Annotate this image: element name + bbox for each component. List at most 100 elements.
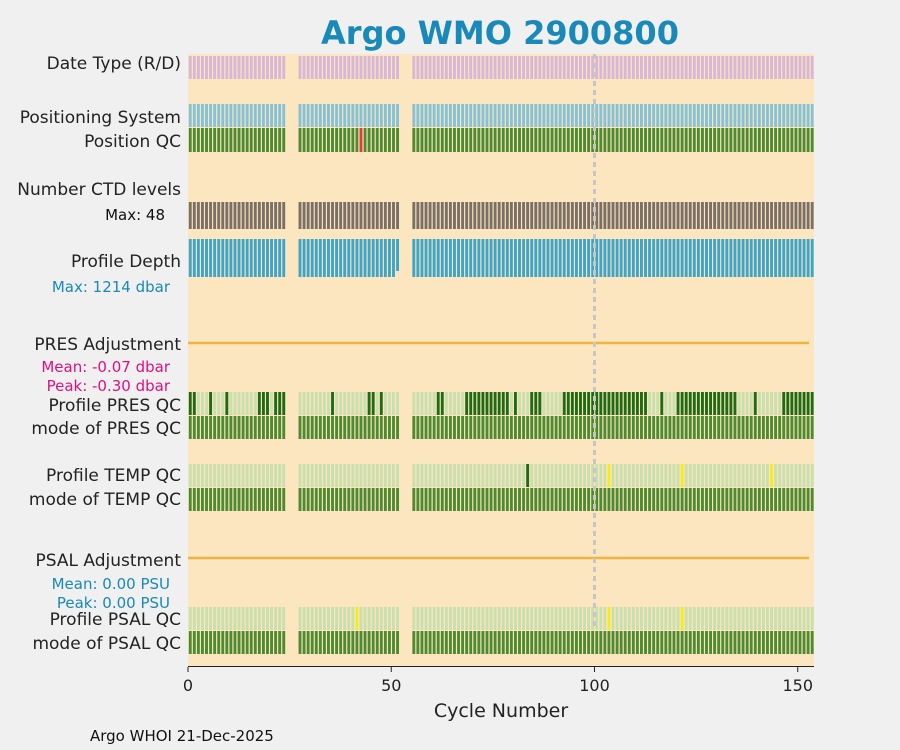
bar-depth-cycle-89: [550, 239, 554, 277]
bar-mode_psal_qc-cycle-79: [509, 631, 513, 654]
bar-mode_psal_qc-cycle-30: [310, 631, 314, 654]
bar-mode_pres_qc-cycle-28: [302, 416, 306, 439]
bar-date_type-cycle-55: [412, 56, 416, 79]
bar-date_type-cycle-73: [485, 56, 489, 79]
bar-prof_pres_qc-cycle-98: [587, 392, 591, 415]
bar-prof_psal_qc-cycle-51: [396, 607, 400, 630]
bar-prof_temp_qc-cycle-150: [798, 464, 802, 487]
bar-mode_pres_qc-cycle-120: [676, 416, 680, 439]
bar-mode_temp_qc-cycle-8: [221, 488, 225, 511]
bar-mode_pres_qc-cycle-135: [737, 416, 741, 439]
bar-mode_psal_qc-cycle-17: [257, 631, 261, 654]
bar-prof_temp_qc-cycle-30: [310, 464, 314, 487]
bar-date_type-cycle-91: [558, 56, 562, 79]
bar-depth-cycle-20: [270, 239, 273, 277]
bar-depth-cycle-3: [200, 239, 204, 277]
bar-nctd-cycle-143: [770, 202, 773, 229]
bar-mode_temp_qc-cycle-88: [546, 488, 550, 511]
bar-prof_pres_qc-cycle-121: [680, 392, 684, 415]
bar-nctd-cycle-120: [676, 202, 680, 229]
bar-nctd-cycle-60: [432, 202, 436, 229]
bar-prof_pres_qc-cycle-99: [591, 392, 595, 415]
bar-mode_pres_qc-cycle-151: [802, 416, 806, 439]
bar-mode_temp_qc-cycle-147: [786, 488, 790, 511]
bar-date_type-cycle-41: [355, 56, 359, 79]
bar-pos_qc-cycle-149: [794, 128, 798, 152]
bar-mode_temp_qc-cycle-30: [310, 488, 314, 511]
bar-mode_psal_qc-cycle-18: [261, 631, 265, 654]
bar-prof_pres_qc-cycle-141: [761, 392, 765, 415]
bar-date_type-cycle-36: [335, 56, 339, 79]
bar-pos_qc-cycle-6: [213, 128, 217, 152]
bar-mode_temp_qc-cycle-49: [387, 488, 391, 511]
bar-nctd-cycle-91: [558, 202, 562, 229]
bar-mode_pres_qc-cycle-29: [306, 416, 310, 439]
bar-prof_temp_qc-cycle-131: [721, 464, 725, 487]
bar-mode_temp_qc-cycle-51: [396, 488, 400, 511]
bar-mode_temp_qc-cycle-98: [587, 488, 591, 511]
bar-prof_psal_qc-cycle-57: [420, 607, 424, 630]
bar-mode_temp_qc-cycle-131: [721, 488, 725, 511]
bar-depth-cycle-127: [705, 239, 708, 277]
bar-pos_sys-cycle-110: [635, 104, 639, 127]
bar-date_type-cycle-93: [566, 56, 570, 79]
bar-date_type-cycle-101: [599, 56, 603, 79]
bar-prof_pres_qc-cycle-100: [595, 392, 599, 415]
bar-mode_psal_qc-cycle-129: [713, 631, 717, 654]
bar-pos_sys-cycle-130: [717, 104, 721, 127]
bar-pos_sys-cycle-100: [595, 104, 599, 127]
bar-prof_psal_qc-cycle-30: [310, 607, 314, 630]
bar-mode_temp_qc-cycle-11: [233, 488, 237, 511]
bar-depth-cycle-94: [570, 239, 574, 277]
bar-prof_psal_qc-cycle-39: [347, 607, 351, 630]
bar-date_type-cycle-103: [607, 56, 611, 79]
bar-pos_qc-cycle-114: [652, 128, 656, 152]
bar-prof_pres_qc-cycle-80: [513, 392, 517, 415]
bar-pos_qc-cycle-133: [729, 128, 733, 152]
bar-depth-cycle-17: [257, 239, 261, 277]
bar-pos_qc-cycle-57: [420, 128, 424, 152]
bar-mode_temp_qc-cycle-113: [648, 488, 652, 511]
bar-pos_sys-cycle-40: [351, 104, 355, 127]
bar-mode_psal_qc-cycle-64: [448, 631, 452, 654]
bar-pos_sys-cycle-105: [615, 104, 619, 127]
bar-pos_qc-cycle-142: [766, 128, 769, 152]
bar-mode_psal_qc-cycle-88: [546, 631, 550, 654]
bar-pos_sys-cycle-91: [558, 104, 562, 127]
bar-mode_temp_qc-cycle-142: [766, 488, 769, 511]
bar-mode_temp_qc-cycle-92: [562, 488, 566, 511]
bar-date_type-cycle-5: [209, 56, 213, 79]
bar-nctd-cycle-74: [489, 202, 493, 229]
bar-prof_temp_qc-cycle-149: [794, 464, 798, 487]
bar-mode_temp_qc-cycle-14: [245, 488, 249, 511]
bar-pos_sys-cycle-56: [416, 104, 420, 127]
bar-pos_sys-cycle-19: [266, 104, 269, 127]
bar-pos_qc-cycle-58: [424, 128, 428, 152]
bar-pos_qc-cycle-132: [725, 128, 729, 152]
bar-pos_qc-cycle-15: [249, 128, 253, 152]
bar-mode_pres_qc-cycle-95: [574, 416, 578, 439]
bar-mode_psal_qc-cycle-43: [363, 631, 367, 654]
bar-mode_temp_qc-cycle-149: [794, 488, 798, 511]
bar-mode_psal_qc-cycle-20: [270, 631, 273, 654]
bar-mode_pres_qc-cycle-36: [335, 416, 339, 439]
bar-nctd-cycle-103: [607, 202, 611, 229]
bar-nctd-cycle-75: [493, 202, 497, 229]
bar-prof_temp_qc-cycle-108: [627, 464, 631, 487]
bar-prof_temp_qc-cycle-46: [375, 464, 379, 487]
bar-mode_psal_qc-cycle-48: [383, 631, 387, 654]
bar-mode_temp_qc-cycle-46: [375, 488, 379, 511]
bar-mode_psal_qc-cycle-122: [684, 631, 688, 654]
bar-date_type-cycle-104: [611, 56, 615, 79]
bar-mode_temp_qc-cycle-120: [676, 488, 680, 511]
bar-pos_sys-cycle-116: [660, 104, 664, 127]
bar-depth-cycle-143: [770, 239, 773, 277]
bar-mode_pres_qc-cycle-11: [233, 416, 237, 439]
bar-nctd-cycle-46: [375, 202, 379, 229]
bar-prof_pres_qc-cycle-37: [339, 392, 343, 415]
bar-depth-cycle-138: [749, 239, 753, 277]
bar-depth-cycle-61: [436, 239, 440, 277]
bar-prof_psal_qc-cycle-0: [188, 607, 192, 630]
bar-prof_psal_qc-cycle-113: [648, 607, 652, 630]
bar-pos_sys-cycle-118: [668, 104, 672, 127]
